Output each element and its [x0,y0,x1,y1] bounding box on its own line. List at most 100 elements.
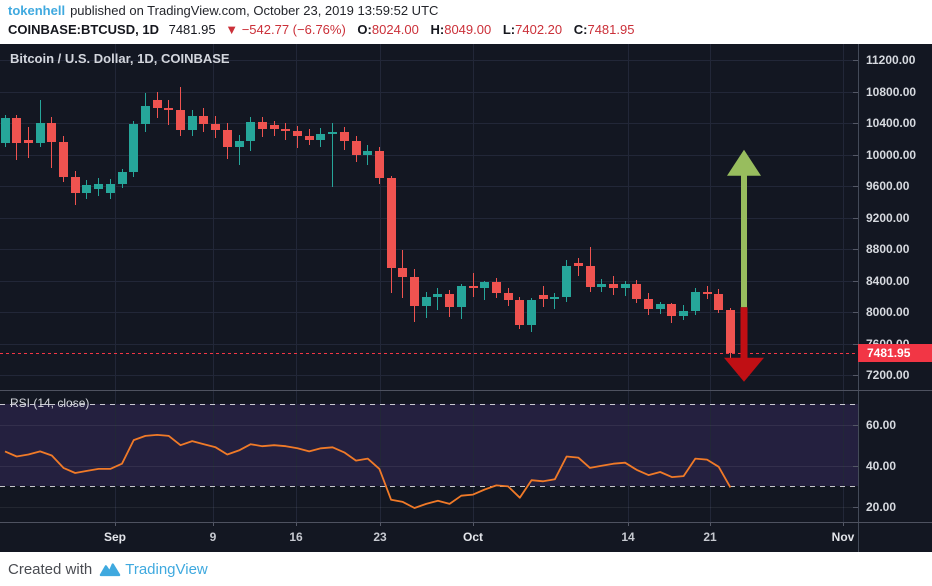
price-axis-tick [853,217,858,219]
candle-wick [472,273,474,298]
price-axis-label: 9200.00 [866,210,910,225]
rsi-axis-label: 40.00 [866,458,897,473]
snapshot-header: tokenhell published on TradingView.com, O… [0,0,932,44]
price-axis-label: 7200.00 [866,368,910,382]
last-price-line [0,353,858,354]
last-price-badge: 7481.95 [858,344,932,362]
candle [503,293,513,301]
candle [164,108,174,111]
candle [117,171,127,184]
candle [714,293,724,311]
price-gridline [0,343,858,345]
candle [152,100,162,109]
candle [351,141,361,156]
chart-canvas[interactable]: Sep 9 16 23 Oct 14 21 Nov 11200.00 10800.00 10400.… [0,44,932,552]
time-gridline [296,44,297,522]
candle [667,304,677,316]
candle [129,123,139,172]
candle [655,304,665,309]
price-gridline [0,186,858,187]
price-axis-tick [853,186,858,187]
rsi-indicator-label: RSI (14, close) [10,396,90,410]
time-gridline [115,44,116,522]
candle [690,292,700,312]
candle [257,122,267,129]
low-number: 7402.20 [515,22,563,37]
price-axis-tick [853,312,858,313]
candle [234,141,244,147]
snapshot-footer: Created with TradingView [0,552,932,586]
price-gridline [0,91,858,93]
candle-wick [554,293,556,309]
price-axis-tick [853,154,858,156]
price-axis-label: 11200.00 [866,53,916,67]
candle [363,151,373,156]
time-axis-tick [380,522,381,526]
rsi-axis-tick [853,465,858,467]
time-axis-label: 16 [289,530,303,544]
rsi-axis-tick [853,507,858,508]
time-axis-tick [473,522,474,526]
tradingview-logo-icon [99,563,121,577]
open-label: O: [357,22,372,37]
candle [140,105,150,124]
candle [468,286,478,288]
time-axis-label: 14 [621,530,635,544]
candle [47,123,57,142]
time-axis-tick [710,522,711,526]
price-axis-label: 10800.00 [866,84,917,99]
time-axis-tick [296,522,297,526]
candle-wick [51,117,53,168]
time-axis-label: 23 [373,530,387,544]
candle [573,263,583,267]
candle-wick [484,280,486,301]
created-with-text: Created with [8,560,93,578]
low-value: L:7402.20 [503,22,562,37]
price-gridline [0,123,858,124]
price-gridline [0,280,858,282]
candle [269,125,279,129]
time-axis-divider [0,522,932,523]
high-number: 8049.00 [444,22,492,37]
candle [585,266,595,287]
price-axis-tick [853,375,858,376]
candle [445,293,455,308]
candle-wick [285,123,287,141]
candle [632,283,642,299]
candle [456,286,466,308]
candle [679,311,689,316]
candle [374,151,384,179]
change-text: −542.77 (−6.76%) [241,22,346,37]
candle [70,176,80,194]
close-number: 7481.95 [587,22,635,37]
time-gridline [710,44,711,522]
candle [339,131,349,142]
price-axis-label: 10400.00 [866,116,917,130]
candle [550,297,560,300]
price-gridline [0,375,858,376]
candle-wick [624,280,626,297]
candle [94,184,104,190]
rsi-axis-tick [853,424,858,426]
price-axis-label: 8000.00 [866,305,910,319]
high-value: H:8049.00 [431,22,492,37]
time-axis-label: 21 [703,530,717,544]
price-axis[interactable] [858,44,932,522]
author-link[interactable]: tokenhell [8,3,66,18]
candle [421,297,431,306]
time-axis-tick [213,522,214,526]
rsi-oversold-line [0,486,858,488]
time-gridline [843,44,844,522]
tradingview-brand-link[interactable]: TradingView [125,560,208,578]
price-gridline [0,154,858,156]
candle [316,134,326,140]
candle [491,282,501,294]
price-gridline [0,60,858,61]
time-axis[interactable] [0,522,858,552]
bearish-arrow-head [724,357,764,382]
last-price-value: 7481.95 [168,22,216,37]
candle [644,298,653,309]
time-axis-label: Nov [831,530,855,544]
candle [105,183,115,194]
candle [82,185,92,194]
